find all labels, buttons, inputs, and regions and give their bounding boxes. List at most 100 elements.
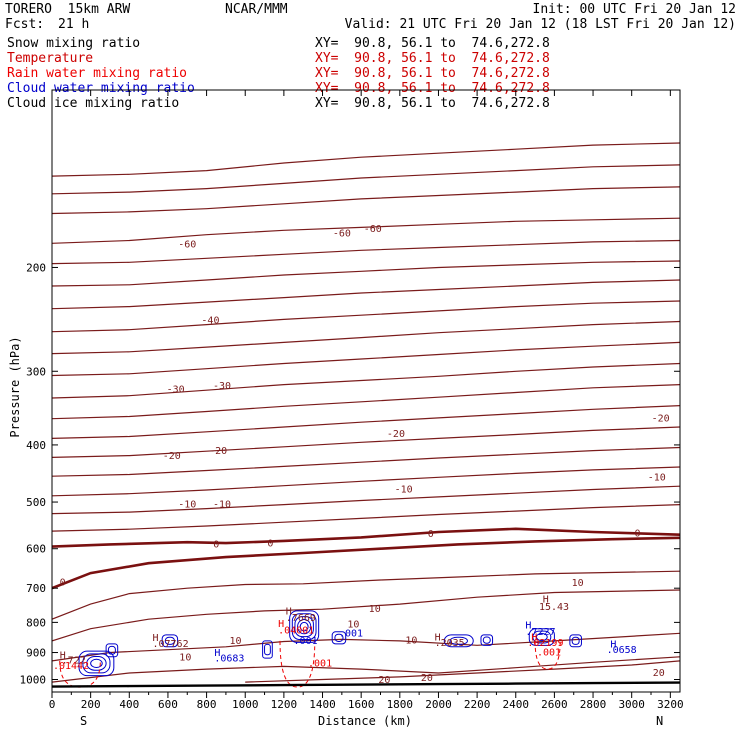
field-xy-range: XY= 90.8, 56.1 to 74.6,272.8 <box>315 51 550 66</box>
temperature-isotherm <box>52 384 680 420</box>
field-annotation: H <box>152 633 158 644</box>
field-annotation: H <box>610 639 616 650</box>
y-tick-label: 700 <box>26 582 46 595</box>
y-tick-label: 1000 <box>20 674 47 687</box>
field-annotation: H <box>543 594 549 605</box>
temperature-isotherm <box>52 300 680 333</box>
temperature-isotherm <box>52 405 680 439</box>
field-annotation: .04001 <box>278 625 314 636</box>
field-annotation: H <box>278 619 284 630</box>
cloud-water-contour <box>264 643 271 656</box>
field-annotation: H <box>435 632 441 643</box>
y-tick-label: 600 <box>26 543 46 556</box>
field-name: Temperature <box>7 51 94 66</box>
temperature-isotherm <box>52 589 680 642</box>
x-tick-label: 200 <box>81 698 101 711</box>
isotherm-label: -60 <box>333 228 351 239</box>
field-annotation: H <box>286 606 292 617</box>
isotherm-label: -40 <box>201 315 219 326</box>
x-tick-label: 2400 <box>503 698 530 711</box>
x-tick-label: 600 <box>158 698 178 711</box>
field-xy-range: XY= 90.8, 56.1 to 74.6,272.8 <box>315 96 550 111</box>
temperature-isotherm <box>52 341 680 377</box>
plot-area <box>52 142 680 688</box>
cloud-water-contour <box>449 636 468 645</box>
cloud-water-contour <box>532 630 552 644</box>
isotherm-label: -30 <box>213 381 231 392</box>
cloud-water-contour <box>535 632 548 642</box>
x-tick-label: 3200 <box>657 698 684 711</box>
y-axis-label: Pressure (hPa) <box>8 336 22 438</box>
field-xy-range: XY= 90.8, 56.1 to 74.6,272.8 <box>315 36 550 51</box>
isotherm-label: -10 <box>178 500 196 511</box>
field-annotation: .01442 <box>53 661 89 672</box>
field-annotation: .0658 <box>607 645 637 656</box>
temperature-isotherm <box>52 320 680 355</box>
forecast-label: Fcst: <box>5 17 45 32</box>
init-time: Init: 00 UTC Fri 20 Jan 12 <box>532 2 737 17</box>
x-tick-label: 1600 <box>348 698 375 711</box>
field-annotation: .7669 <box>286 613 316 624</box>
cloud-water-contour <box>86 656 107 671</box>
isotherm-label: 10 <box>405 635 417 646</box>
north-label: N <box>656 714 664 728</box>
x-tick-label: 800 <box>197 698 217 711</box>
field-annotation: .2035 <box>435 638 465 649</box>
valid-time: Valid: 21 UTC Fri 20 Jan 12 (18 LST Fri … <box>344 17 736 32</box>
cloud-water-contour <box>480 634 494 646</box>
isotherm-label: 0 <box>60 578 66 589</box>
isotherm-label: -20 <box>163 451 181 462</box>
forecast-hour: 21 h <box>58 17 90 32</box>
x-tick-label: 1400 <box>309 698 336 711</box>
temperature-isotherm <box>52 279 680 310</box>
isotherm-label: -10 <box>395 484 413 495</box>
south-label: S <box>80 714 88 728</box>
temperature-isotherm <box>52 485 680 515</box>
isotherm-label: 20 <box>653 668 665 679</box>
isotherm-label: 0 <box>267 539 273 550</box>
cloud-water-contour <box>262 640 273 659</box>
cloud-water-contour <box>569 634 582 648</box>
cloud-water-contour <box>443 634 474 648</box>
cloud-water-contour <box>82 653 111 674</box>
cloud-water-contour <box>294 616 314 638</box>
cloud-water-contour <box>299 621 309 632</box>
field-annotation: H <box>531 632 537 643</box>
field-name: Cloud water mixing ratio <box>7 81 195 96</box>
isotherm-label: 10 <box>230 636 242 647</box>
field-xy-range: XY= 90.8, 56.1 to 74.6,272.8 <box>315 81 550 96</box>
temperature-isotherm <box>245 660 680 683</box>
isotherm-label: 0 <box>428 529 434 540</box>
x-tick-label: 2200 <box>464 698 491 711</box>
temperature-isotherm <box>52 239 680 265</box>
y-tick-label: 500 <box>26 496 46 509</box>
plot-frame <box>51 89 681 693</box>
cloud-water-contour <box>331 631 347 645</box>
isotherm-label: 0 <box>213 539 219 550</box>
temperature-isotherm <box>52 426 680 458</box>
x-tick-label: 400 <box>119 698 139 711</box>
field-annotation: .07762 <box>152 639 188 650</box>
temperature-isotherm <box>52 527 680 548</box>
field-annotation: 15.43 <box>539 602 569 613</box>
x-axis-label: Distance (km) <box>318 714 412 728</box>
cloud-water-contour <box>297 619 312 635</box>
field-annotation: .722 <box>62 656 86 667</box>
y-tick-label: 200 <box>26 261 46 274</box>
field-annotation: .001 <box>294 636 318 647</box>
cloud-water-contour <box>78 650 115 677</box>
field-annotation: .001 <box>308 658 332 669</box>
cloud-water-contour <box>107 645 116 655</box>
cloud-water-contour <box>334 633 344 642</box>
cloud-water-contour <box>482 636 491 644</box>
temperature-isotherm <box>52 362 680 399</box>
field-annotation: .001 <box>537 647 561 658</box>
isotherm-label: -20 <box>209 446 227 457</box>
cloud-water-contour <box>105 643 119 658</box>
temperature-isotherm <box>52 632 680 662</box>
temperature-isotherm <box>52 217 680 244</box>
temperature-isotherm <box>52 536 680 590</box>
temperature-isotherm <box>52 164 680 195</box>
x-tick-label: 2800 <box>580 698 607 711</box>
